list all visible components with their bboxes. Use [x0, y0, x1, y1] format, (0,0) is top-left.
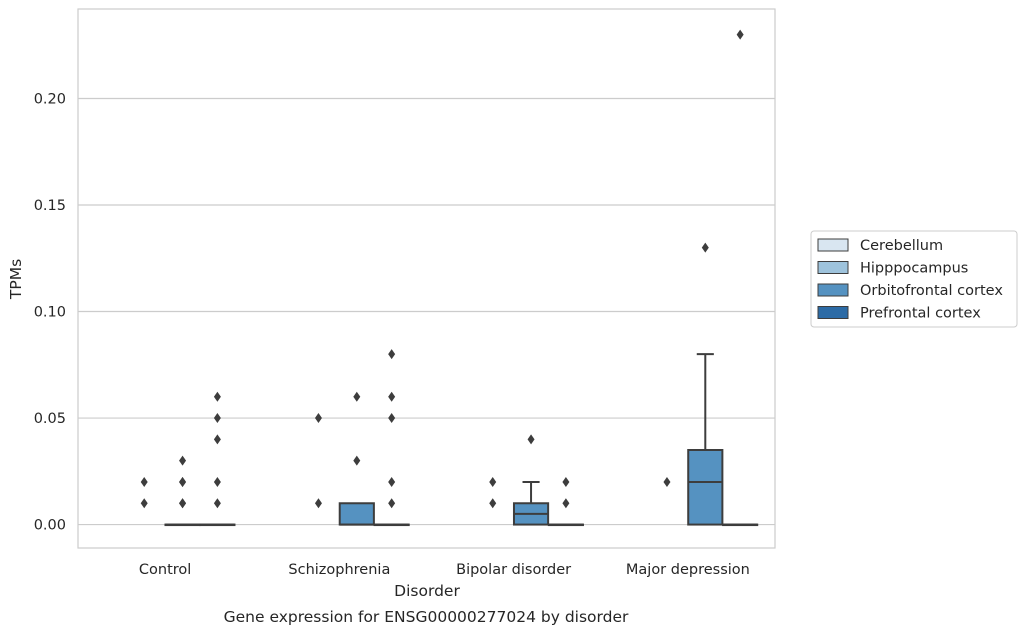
outlier-point: [388, 498, 396, 509]
outlier-point: [213, 434, 221, 445]
box: [338, 502, 375, 526]
x-axis-ticks: Control Schizophrenia Bipolar disorder Majo…: [139, 562, 750, 578]
legend-swatch: [817, 306, 849, 319]
y-tick-label: 0.05: [34, 411, 66, 427]
outlier-points: [140, 29, 744, 509]
legend-frame: [810, 230, 1018, 328]
outlier-point: [388, 476, 396, 487]
box-series: [164, 353, 759, 527]
y-tick-label: 0.15: [34, 198, 66, 214]
plot-area-frame: [77, 8, 776, 549]
outlier-point: [527, 434, 535, 445]
outlier-point: [213, 498, 221, 509]
chart-title: Gene expression for ENSG00000277024 by d…: [224, 608, 629, 626]
legend-label: Prefrontal cortex: [860, 306, 981, 322]
legend-swatch: [817, 238, 849, 252]
outlier-point: [179, 455, 187, 466]
outlier-point: [213, 413, 221, 424]
outlier-point: [140, 476, 148, 487]
outlier-point: [213, 476, 221, 487]
outlier-point: [140, 498, 148, 509]
outlier-point: [179, 476, 187, 487]
outlier-point: [736, 29, 744, 40]
box: [687, 449, 724, 526]
x-tick-label: Bipolar disorder: [456, 562, 571, 578]
x-tick-label: Major depression: [626, 562, 750, 578]
outlier-point: [179, 498, 187, 509]
legend: Cerebellum Hipppocampus Orbitofrontal cort…: [810, 230, 1018, 328]
outlier-point: [213, 391, 221, 402]
y-tick-label: 0.10: [34, 305, 66, 321]
outlier-point: [663, 476, 671, 487]
legend-swatch: [817, 261, 849, 274]
y-tick-label: 0.00: [34, 518, 66, 534]
outlier-point: [314, 413, 322, 424]
outlier-point: [353, 391, 361, 402]
outlier-point: [562, 498, 570, 509]
outlier-point: [701, 242, 709, 253]
outlier-point: [562, 476, 570, 487]
x-tick-label: Control: [139, 562, 191, 578]
legend-label: Cerebellum: [860, 238, 943, 254]
y-tick-label: 0.20: [34, 91, 66, 107]
outlier-point: [314, 498, 322, 509]
legend-swatch: [817, 283, 849, 297]
legend-label: Orbitofrontal cortex: [860, 283, 1003, 299]
outlier-point: [388, 391, 396, 402]
y-axis-ticks: 0.00 0.05 0.10 0.15 0.20: [34, 91, 66, 533]
outlier-point: [353, 455, 361, 466]
y-axis-title: TPMs: [7, 259, 25, 300]
outlier-point: [388, 413, 396, 424]
outlier-point: [489, 476, 497, 487]
x-axis-title: Disorder: [394, 582, 460, 600]
outlier-point: [388, 349, 396, 360]
legend-label: Hipppocampus: [860, 261, 968, 277]
outlier-point: [489, 498, 497, 509]
x-tick-label: Schizophrenia: [288, 562, 390, 578]
grid-lines: [78, 97, 775, 526]
